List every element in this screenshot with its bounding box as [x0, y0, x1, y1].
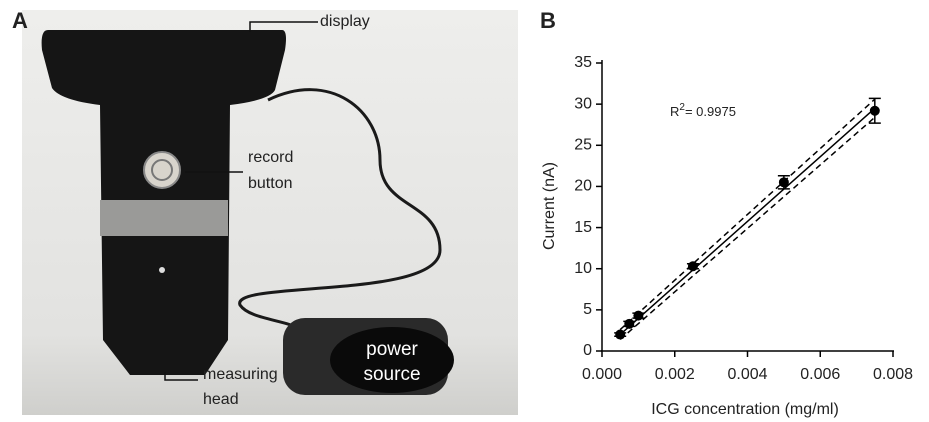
- annotation: head: [203, 391, 239, 408]
- record-button-ring: [151, 159, 173, 181]
- point: [869, 105, 880, 116]
- point: [615, 329, 626, 340]
- y-tick-label: 10: [574, 260, 592, 277]
- x-tick-label: 0.004: [727, 366, 767, 383]
- fit-line: [619, 107, 876, 336]
- y-axis-title: Current (nA): [541, 162, 558, 250]
- annotation-text: = 0.9975: [685, 104, 736, 119]
- annotation: display: [320, 13, 370, 30]
- panel-label: A: [12, 8, 28, 33]
- y-tick-label: 25: [574, 137, 592, 154]
- point: [778, 177, 789, 188]
- confidence-band: [619, 98, 876, 331]
- y-tick-label: 35: [574, 54, 592, 71]
- point: [624, 318, 635, 329]
- annotation-sup: 2: [679, 102, 685, 113]
- y-tick-label: 30: [574, 95, 592, 112]
- annotation-base: R: [670, 104, 679, 119]
- y-tick-label: 5: [583, 301, 592, 318]
- panel-label: B: [540, 8, 556, 33]
- annotation: source: [363, 364, 420, 385]
- arrow: [249, 21, 318, 32]
- x-tick-label: 0.002: [655, 366, 695, 383]
- record-button: [143, 151, 181, 189]
- y-tick-label: 15: [574, 219, 592, 236]
- annotation: button: [248, 175, 292, 192]
- cable: [238, 88, 442, 332]
- annotation: measuring: [203, 366, 278, 383]
- x-axis-title: ICG concentration (mg/ml): [651, 401, 839, 418]
- y-tick-label: 0: [583, 342, 592, 359]
- x-tick-label: 0.006: [800, 366, 840, 383]
- annotation: record: [248, 149, 293, 166]
- annotation: power: [366, 339, 418, 360]
- annotation: R2= 0.9975: [670, 102, 736, 120]
- x-tick-label: 0.008: [873, 366, 913, 383]
- x-tick-label: 0.000: [582, 366, 622, 383]
- confidence-band: [619, 116, 876, 341]
- arrow: [164, 372, 198, 381]
- power-source-face: [330, 327, 454, 393]
- point: [687, 261, 698, 272]
- y-tick-label: 20: [574, 178, 592, 195]
- device-band: [100, 200, 228, 236]
- device-dot: [159, 267, 165, 273]
- photo: display record button measuring head pow…: [22, 10, 518, 415]
- point: [633, 310, 644, 321]
